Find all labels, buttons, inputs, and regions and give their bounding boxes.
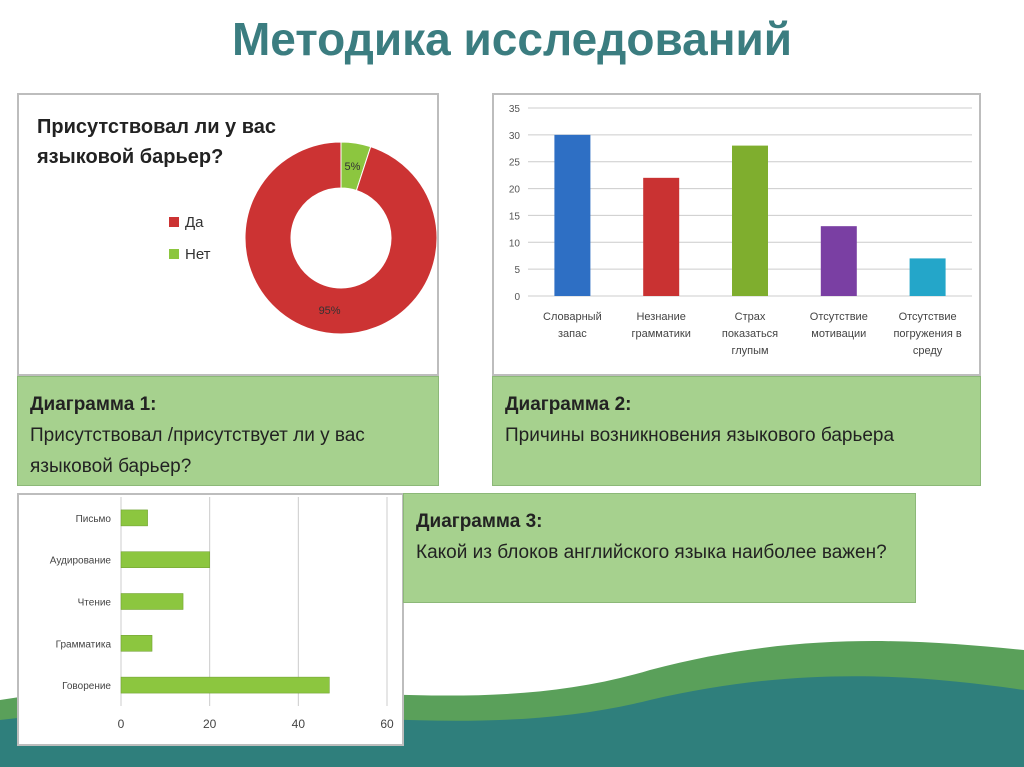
x-tick-label: запас <box>558 328 587 340</box>
caption-3: Диаграмма 3: Какой из блоков английского… <box>403 493 916 603</box>
chart-1-donut: Присутствовал ли у вас языковой барьер? Да… <box>17 93 439 376</box>
y-tick-label: 35 <box>509 104 521 115</box>
x-tick-label: глупым <box>731 345 768 357</box>
x-tick-label: 60 <box>380 717 394 731</box>
x-tick-label: погружения в <box>893 328 961 340</box>
x-tick-label: грамматики <box>632 328 691 340</box>
bar-1 <box>120 551 210 568</box>
x-tick-label: Отсутствие <box>899 311 957 323</box>
caption-1-text: Присутствовал /присутствует ли у вас язы… <box>30 425 365 477</box>
chart-3-hbar: 0 20 40 60 Письмо Аудирование Чтение Грамматика… <box>17 493 404 746</box>
y-tick-label: Грамматика <box>56 639 112 650</box>
x-tick-label: показаться <box>722 328 778 340</box>
bar-2 <box>732 145 768 296</box>
chart-1-title-line-1: Присутствовал ли у вас <box>37 116 276 138</box>
bar-4 <box>120 676 330 694</box>
legend-swatch-0 <box>169 217 179 227</box>
legend-label-0: Да <box>185 214 204 231</box>
y-tick-label: 5 <box>514 265 520 276</box>
bar-4 <box>909 258 946 296</box>
bar-0 <box>120 509 148 527</box>
bar-1 <box>643 177 680 296</box>
x-tick-label: мотивации <box>811 328 866 340</box>
x-tick-label: Незнание <box>636 311 685 323</box>
y-tick-label: Говорение <box>62 681 111 692</box>
x-tick-label: среду <box>913 345 943 357</box>
y-tick-label: 10 <box>509 238 521 249</box>
x-tick-label: 40 <box>292 717 306 731</box>
slice-label-1: 5% <box>344 161 360 173</box>
chart-1-title-line-2: языковой барьер? <box>36 146 223 168</box>
x-tick-label: Отсутствие <box>810 311 868 323</box>
caption-1-head: Диаграмма 1: <box>30 394 157 415</box>
caption-2-text: Причины возникновения языкового барьера <box>505 425 895 446</box>
bar-3 <box>820 226 857 296</box>
x-tick-label: 0 <box>118 717 125 731</box>
y-tick-label: 15 <box>509 211 521 222</box>
legend-swatch-1 <box>169 249 179 259</box>
caption-3-head: Диаграмма 3: <box>416 511 543 532</box>
y-tick-label: Чтение <box>78 598 112 609</box>
bar-3 <box>120 635 153 652</box>
caption-2: Диаграмма 2: Причины возникновения языко… <box>492 376 981 486</box>
slice-label-0: 95% <box>319 305 341 317</box>
caption-1: Диаграмма 1: Присутствовал /присутствует… <box>17 376 439 486</box>
x-tick-label: Словарный <box>543 311 602 323</box>
y-tick-label: Письмо <box>76 514 112 525</box>
donut-slice-0 <box>244 141 438 335</box>
bar-0 <box>554 134 591 296</box>
y-tick-label: Аудирование <box>50 556 112 567</box>
y-tick-label: 20 <box>509 185 521 196</box>
x-tick-label: 20 <box>203 717 217 731</box>
y-tick-label: 0 <box>514 292 520 303</box>
x-tick-label: Страх <box>735 311 766 323</box>
caption-3-text: Какой из блоков английского языка наибол… <box>416 542 887 563</box>
y-tick-label: 30 <box>509 131 521 142</box>
bar-2 <box>120 593 184 610</box>
page-title: Методика исследований <box>231 13 793 65</box>
legend-label-1: Нет <box>185 246 211 263</box>
caption-2-head: Диаграмма 2: <box>505 394 632 415</box>
y-tick-label: 25 <box>509 158 521 169</box>
chart-2-bar: 0 5 10 15 20 25 30 35 Словарный запас Незнание грам… <box>492 93 981 376</box>
